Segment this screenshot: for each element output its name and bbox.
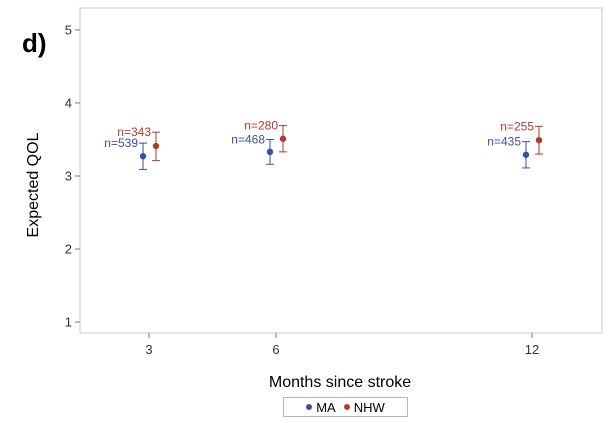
y-tick-label: 2 [65,242,72,257]
n-label-ma: n=435 [487,135,521,149]
y-tick-label: 5 [65,22,72,37]
legend-marker [306,404,313,410]
data-point-ma [266,148,274,156]
y-tick-label: 4 [65,95,72,110]
legend-item-ma: MA [306,400,336,415]
y-tick-label: 3 [65,168,72,183]
chart-marks: n=539 n=468 n=435 n=343 n=280 n=255 [104,119,543,170]
y-tick-label: 1 [65,315,72,330]
legend-item-nhw: NHW [343,399,385,415]
y-axis-ticks: 1 2 3 4 5 [65,22,80,330]
legend-marker [343,404,350,410]
data-point-nhw [535,136,543,144]
chart-legend: MA NHW [283,397,408,417]
plot-frame [79,7,603,334]
legend-label: MA [316,399,336,415]
data-point-nhw [279,135,287,142]
data-point-ma [139,153,147,160]
x-axis-title: Months since stroke [269,374,411,391]
y-axis-title: Expected QOL [25,132,42,237]
n-label-ma: n=468 [231,132,265,146]
data-point-ma [522,151,530,158]
panel-label: d) [22,28,47,58]
chart-axes [79,7,603,334]
n-label-ma: n=539 [104,136,138,150]
x-tick-label: 12 [525,342,539,357]
data-point-nhw [152,142,160,150]
n-label-nhw: n=255 [500,119,534,133]
legend-label: NHW [353,399,385,415]
x-tick-label: 3 [145,342,152,357]
n-label-nhw: n=343 [117,125,151,139]
n-label-nhw: n=280 [244,119,278,133]
x-tick-label: 6 [272,342,279,357]
x-axis-ticks: 3 6 12 [145,333,539,357]
